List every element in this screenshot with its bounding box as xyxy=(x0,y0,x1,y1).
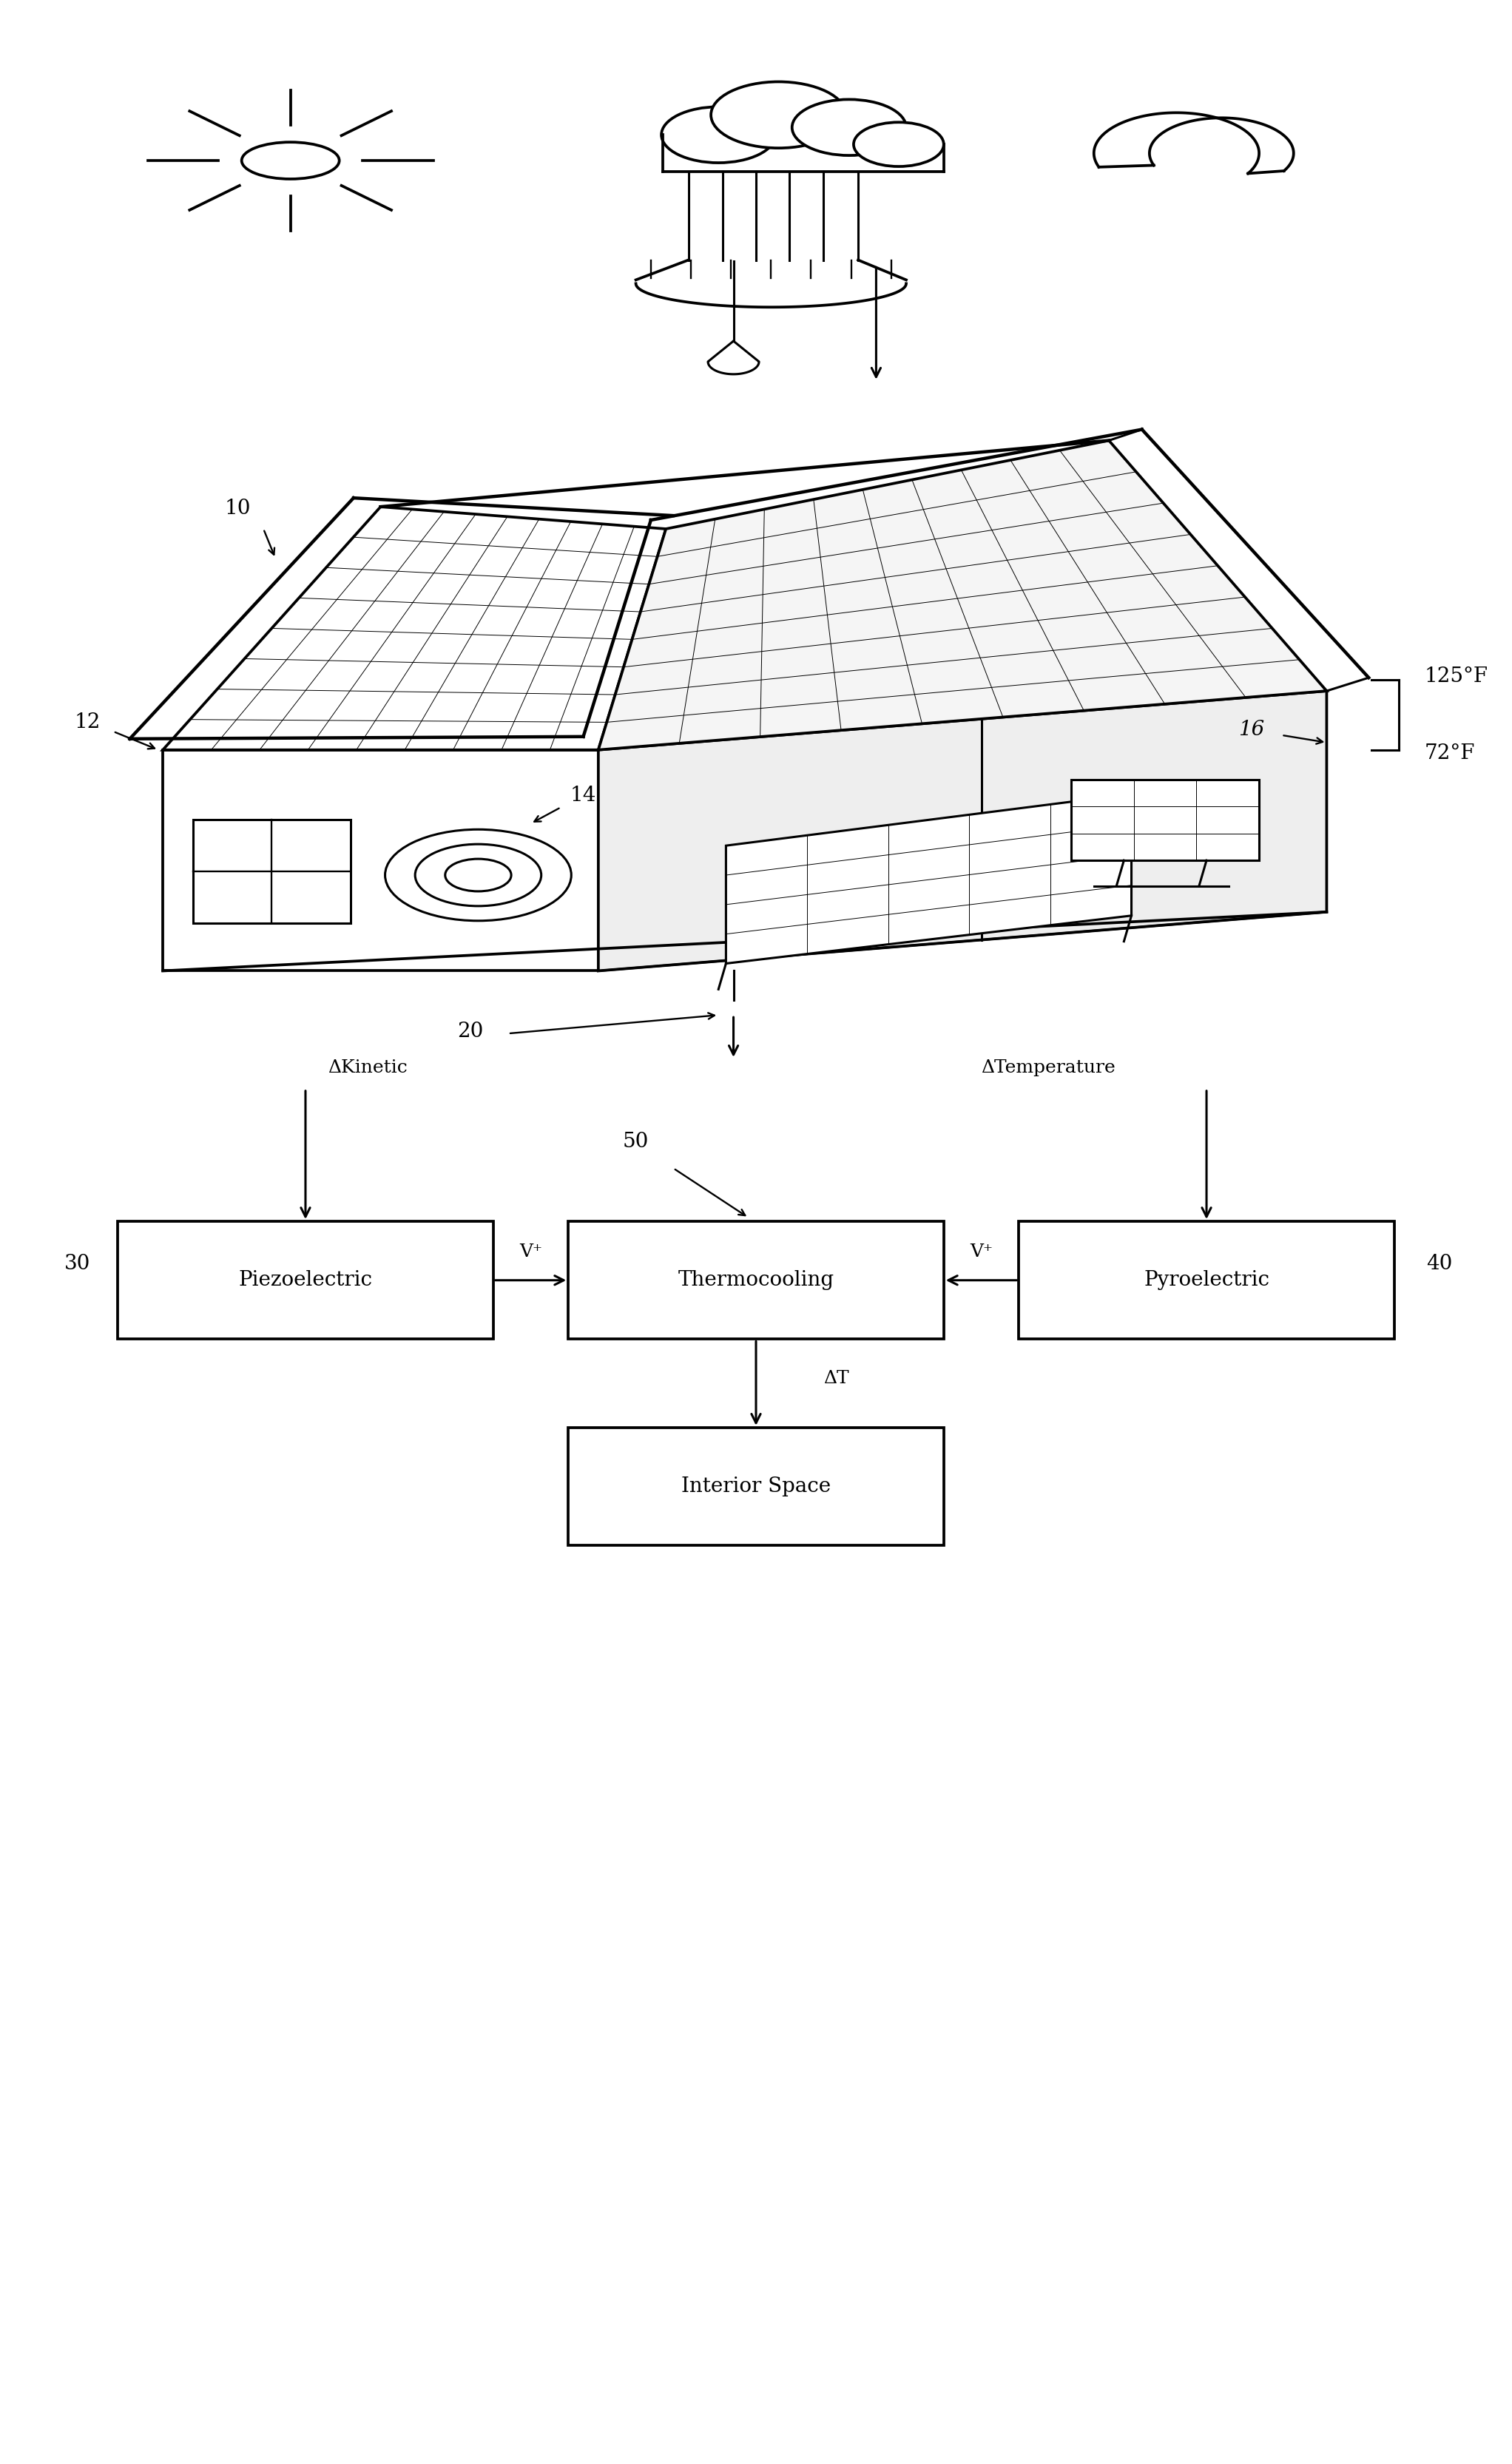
Text: 50: 50 xyxy=(623,1131,649,1153)
Text: 72°F: 72°F xyxy=(1424,744,1474,764)
Text: 20: 20 xyxy=(458,1023,484,1042)
Text: Interior Space: Interior Space xyxy=(682,1476,830,1496)
Text: V⁺: V⁺ xyxy=(969,1244,993,1262)
Circle shape xyxy=(792,99,906,155)
Polygon shape xyxy=(569,1427,943,1545)
Polygon shape xyxy=(194,821,351,924)
Circle shape xyxy=(854,123,943,168)
Bar xyxy=(662,136,943,175)
Text: Thermocooling: Thermocooling xyxy=(677,1271,835,1291)
Circle shape xyxy=(711,81,847,148)
Circle shape xyxy=(661,106,776,163)
Text: 16: 16 xyxy=(1238,719,1264,739)
Polygon shape xyxy=(569,1222,943,1338)
Text: Pyroelectric: Pyroelectric xyxy=(1143,1271,1270,1291)
Polygon shape xyxy=(118,1222,493,1338)
Polygon shape xyxy=(726,793,1131,963)
Polygon shape xyxy=(599,690,1326,971)
Text: 12: 12 xyxy=(74,712,101,732)
Text: ΔT: ΔT xyxy=(824,1370,850,1387)
Text: 10: 10 xyxy=(225,498,251,517)
Text: ΔKinetic: ΔKinetic xyxy=(328,1060,408,1077)
Polygon shape xyxy=(163,508,665,749)
Polygon shape xyxy=(1072,779,1259,860)
Text: 30: 30 xyxy=(64,1254,91,1274)
Text: V⁺: V⁺ xyxy=(519,1244,543,1262)
Text: 14: 14 xyxy=(570,786,596,806)
Polygon shape xyxy=(599,441,1326,749)
Polygon shape xyxy=(1019,1222,1394,1338)
Text: ΔTemperature: ΔTemperature xyxy=(981,1060,1116,1077)
Text: Piezoelectric: Piezoelectric xyxy=(239,1271,372,1291)
Polygon shape xyxy=(163,749,599,971)
Text: 40: 40 xyxy=(1426,1254,1453,1274)
Text: 125°F: 125°F xyxy=(1424,665,1488,685)
